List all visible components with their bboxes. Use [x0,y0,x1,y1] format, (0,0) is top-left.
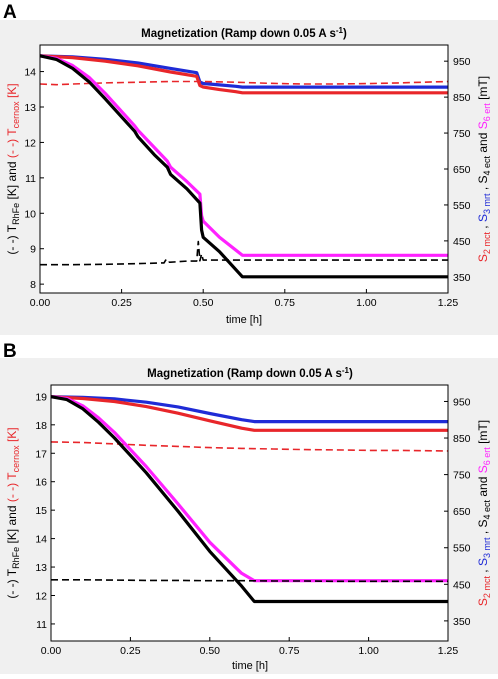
panel-b-x-tick-label: 1.00 [358,645,379,657]
panel-b-x-tick-label: 0.50 [200,645,221,657]
panel-a-right-tick-label: 650 [453,164,471,176]
panel-b-left-axis-label: (- -) TRhFe [K] and (- -) Tcernox [K] [5,427,21,598]
panel-a-label: A [3,2,17,23]
panel-b-left-ticks: 11 12 13 14 15 16 17 18 19 [35,391,55,631]
panel-a-left-tick-label: 13 [24,102,36,114]
panel-a-right-tick-label: 950 [453,56,471,68]
panel-b-right-tick-label: 450 [453,579,471,591]
panel-a: A Magnetization (Ramp down 0.05 A s-1) 0… [0,2,498,335]
panel-b-left-tick-label: 19 [35,391,47,403]
panel-a-right-tick-label: 350 [453,272,471,284]
panel-a-right-tick-label: 550 [453,200,471,212]
panel-a-left-tick-label: 11 [25,173,36,185]
panel-a-x-tick-label: 0.75 [275,297,296,309]
panel-b-axes-box [50,384,449,642]
panel-b-left-tick-label: 17 [35,448,47,460]
panel-a-x-ticks: 0.00 0.25 0.50 0.75 1.00 1.25 [30,289,459,309]
panel-a-x-tick-label: 1.00 [356,297,377,309]
panel-a-series-line-5 [40,240,448,266]
panel-b-right-tick-label: 650 [453,506,471,518]
panel-b-x-tick-label: 0.25 [120,645,141,657]
panel-a-x-tick-label: 0.00 [30,297,51,309]
panel-b-series [50,395,449,604]
panel-a-x-tick-label: 0.50 [193,297,214,309]
panel-a-series [39,54,449,279]
panel-a-axes-box [39,44,449,294]
panel-b: B Magnetization (Ramp down 0.05 A s-1) 0… [0,341,498,674]
panel-a-x-tick-label: 0.25 [111,297,132,309]
panel-a-x-tick-label: 1.25 [438,297,459,309]
panel-a-left-axis-label: (- -) TRhFe [K] and (- -) Tcernox [K] [5,83,21,254]
panel-b-title: Magnetization (Ramp down 0.05 A s-1) [147,366,353,380]
panel-b-series-line-4 [50,395,448,604]
panel-b-x-tick-label: 0.00 [41,645,62,657]
panel-a-left-tick-label: 9 [30,244,36,256]
panel-b-left-tick-label: 15 [35,505,47,517]
panel-b-plot-area [51,385,448,641]
panel-b-series-line-5 [51,578,448,583]
panel-b-left-tick-label: 11 [36,619,47,631]
panel-b-right-tick-label: 850 [453,433,471,445]
panel-b-left-tick-label: 12 [35,590,47,602]
panel-b-label: B [3,341,17,362]
panel-a-left-tick-label: 8 [30,279,36,291]
panel-a-series-line-2 [39,80,449,86]
panel-a-title: Magnetization (Ramp down 0.05 A s-1) [141,26,347,40]
panel-b-right-tick-label: 550 [453,543,471,555]
panel-a-left-tick-label: 12 [24,137,36,149]
panel-b-series-line-2 [50,441,449,452]
panel-a-left-ticks: 8 9 10 11 12 13 14 [24,67,44,291]
panel-b-right-ticks: 350 450 550 650 750 850 950 [444,396,471,628]
panel-b-x-tick-label: 1.25 [438,645,459,657]
panel-a-series-line-4 [39,54,448,279]
panel-b-left-tick-label: 16 [35,477,47,489]
panel-b-right-tick-label: 750 [453,470,471,482]
panel-b-left-tick-label: 14 [35,534,47,546]
panel-b-x-axis-label: time [h] [232,660,268,672]
panel-a-right-tick-label: 850 [453,92,471,104]
panel-b-x-tick-label: 0.75 [279,645,300,657]
panel-b-left-tick-label: 13 [35,562,47,574]
panel-b-left-tick-label: 18 [35,420,47,432]
panel-a-left-tick-label: 10 [24,208,36,220]
panel-a-left-tick-label: 14 [24,67,36,79]
panel-b-x-ticks: 0.00 0.25 0.50 0.75 1.00 1.25 [41,637,459,657]
panel-a-series-line-3 [39,54,448,257]
panel-b-right-tick-label: 950 [453,396,471,408]
panel-a-right-ticks: 350 450 550 650 750 850 950 [444,56,471,284]
panel-b-right-tick-label: 350 [453,616,471,628]
panel-b-right-axis-label: S2 mct , S3 mrt , S4 ect and S6 ert [mT] [476,420,492,606]
panel-a-right-axis-label: S2 mct , S3 mrt , S4 ect and S6 ert [mT] [476,76,492,262]
panel-a-right-tick-label: 750 [453,128,471,140]
panel-a-right-tick-label: 450 [453,236,471,248]
panel-a-x-axis-label: time [h] [226,314,262,326]
panel-b-series-line-3 [50,395,448,583]
panel-b-series-line-1 [50,395,448,432]
